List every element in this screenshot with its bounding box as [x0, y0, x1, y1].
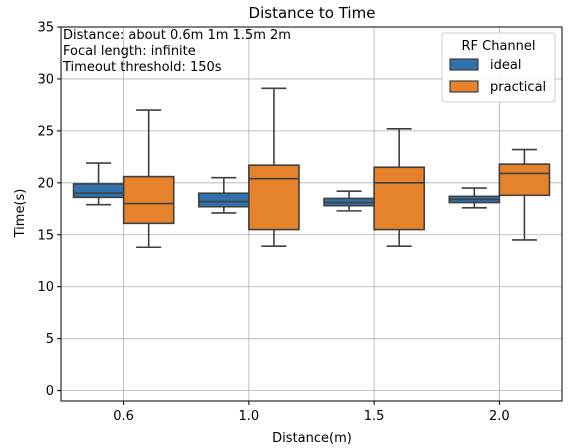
x-axis-label: Distance(m): [272, 431, 352, 446]
y-tick-label: 10: [37, 280, 54, 295]
annotation-line: Distance: about 0.6m 1m 1.5m 2m: [63, 28, 291, 43]
x-tick-label: 1.0: [239, 409, 260, 424]
y-axis-label: Time(s): [13, 189, 28, 239]
box-body: [373, 166, 426, 231]
box-body: [72, 183, 125, 199]
legend-title: RF Channel: [461, 39, 535, 54]
box-ideal-0: [72, 162, 125, 206]
box-practical-0: [122, 109, 175, 249]
box-series: [72, 87, 551, 249]
box-ideal-2: [323, 190, 375, 212]
x-tick-label: 1.5: [364, 409, 385, 424]
x-tick-label: 2.0: [489, 409, 510, 424]
legend: RF Channel ideal practical: [441, 32, 556, 103]
box-body: [122, 175, 175, 225]
x-tick-label: 0.6: [113, 409, 134, 424]
box-practical-1: [248, 87, 300, 248]
legend-label-practical: practical: [490, 80, 546, 95]
y-tick-label: 25: [37, 124, 54, 139]
y-tick-label: 20: [37, 176, 54, 191]
box-body: [248, 164, 300, 231]
y-tick-label: 35: [37, 21, 54, 36]
annotation-line: Focal length: infinite: [63, 44, 196, 59]
legend-swatch-ideal: [449, 58, 479, 71]
y-tick-label: 0: [46, 384, 54, 399]
plot-frame: [60, 26, 563, 402]
box-practical-3: [498, 148, 551, 241]
box-body: [498, 163, 551, 197]
legend-swatch-practical: [449, 80, 479, 93]
box-body: [197, 192, 250, 208]
x-axis-ticks: 0.6 1.0 1.5 2.0: [113, 401, 510, 424]
y-tick-label: 30: [37, 72, 54, 87]
y-tick-label: 5: [46, 332, 54, 347]
chart-title: Distance to Time: [249, 4, 376, 22]
y-axis-ticks: 0 5 10 15 20 25 30 35: [37, 21, 61, 399]
box-practical-2: [373, 128, 426, 248]
y-tick-label: 15: [37, 228, 54, 243]
box-ideal-3: [448, 187, 501, 209]
legend-label-ideal: ideal: [490, 58, 521, 73]
annotation-line: Timeout threshold: 150s: [62, 60, 222, 75]
